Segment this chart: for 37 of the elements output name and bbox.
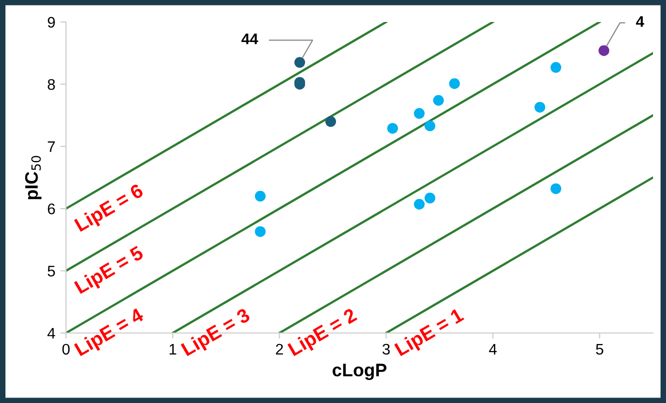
x-tick-label: 5	[596, 344, 604, 355]
point	[433, 94, 444, 106]
x-tick-label: 4	[489, 344, 497, 354]
point	[424, 120, 436, 132]
y-tick-label: 5	[48, 266, 55, 276]
point	[534, 102, 546, 113]
annotation: 4	[636, 16, 644, 27]
point	[387, 122, 398, 134]
point	[414, 198, 425, 210]
point	[598, 45, 610, 56]
y-tick-label: 4	[47, 328, 56, 339]
text: LipE = 4	[74, 306, 146, 360]
text: LipE = 2	[287, 307, 360, 360]
point	[254, 190, 266, 202]
annotation: 44	[241, 34, 258, 44]
text: LipE = 6	[74, 182, 146, 236]
y-tick-label: 8	[48, 79, 55, 90]
x-axis-title: cLogP	[332, 364, 386, 380]
x-tick-label: 0	[62, 344, 70, 355]
x-tick-label: 3	[382, 344, 390, 355]
point	[254, 226, 266, 237]
point	[325, 116, 336, 127]
point	[294, 57, 306, 68]
text: LipE = 1	[394, 307, 466, 360]
y-tick-label: 7	[48, 141, 55, 152]
text: LipE = 3	[180, 307, 253, 360]
x-tick-label: 2	[276, 344, 283, 354]
point	[550, 183, 562, 194]
point	[449, 78, 460, 89]
x-tick-label: 1	[170, 344, 176, 354]
y-axis-title: pIC$_{50}$	[25, 156, 42, 200]
text: LipE = 5	[74, 244, 146, 298]
point	[550, 62, 562, 73]
point	[424, 192, 436, 204]
point	[414, 108, 425, 119]
y-tick-label: 6	[48, 203, 55, 214]
y-tick-label: 9	[48, 16, 55, 28]
